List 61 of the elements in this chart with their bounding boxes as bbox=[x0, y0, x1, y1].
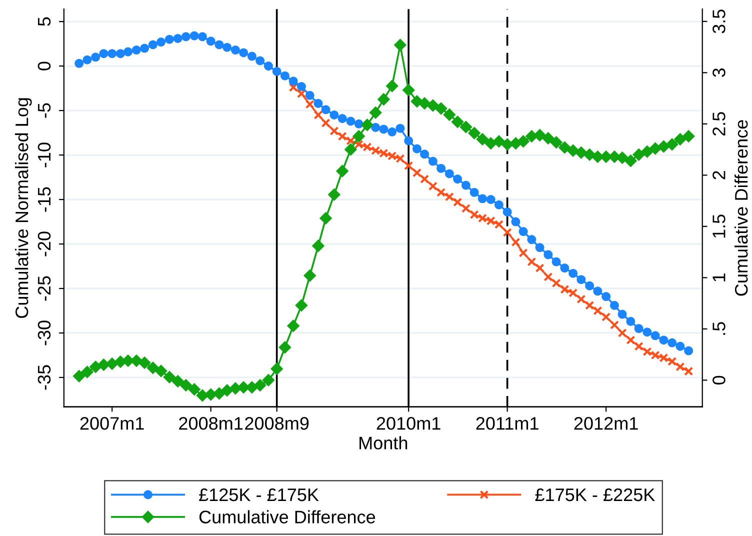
point bbox=[552, 278, 561, 288]
y2-tick-label: .5 bbox=[712, 322, 726, 335]
point bbox=[527, 257, 536, 266]
y-tick-label: -25 bbox=[38, 276, 51, 301]
y-tick-label: -20 bbox=[38, 232, 51, 256]
y-tick-label: -15 bbox=[38, 187, 51, 212]
point bbox=[428, 182, 438, 191]
y2-tick-label: 1.5 bbox=[712, 214, 726, 238]
point bbox=[296, 89, 306, 98]
point bbox=[610, 320, 619, 330]
point bbox=[314, 110, 323, 120]
point bbox=[412, 168, 422, 178]
x-tick-label: 2008m9 bbox=[245, 417, 309, 430]
y2-tick-label: 1 bbox=[712, 274, 726, 282]
y2-tick-label: 2.5 bbox=[712, 112, 726, 136]
x-tick-label: 2008m1 bbox=[179, 417, 243, 430]
point bbox=[288, 82, 298, 92]
y-tick-label: -30 bbox=[38, 320, 51, 346]
y-tick-label: -35 bbox=[38, 365, 51, 390]
x-tick-label: 2010m1 bbox=[376, 417, 440, 430]
point bbox=[305, 100, 314, 109]
point bbox=[544, 272, 553, 282]
point bbox=[634, 342, 644, 351]
y2-axis-title: Cumulative Difference bbox=[734, 120, 748, 296]
legend-label: Cumulative Difference bbox=[199, 510, 376, 524]
point bbox=[626, 336, 636, 345]
y2-tick-label: 0 bbox=[712, 376, 726, 384]
x-tick-label: 2012m1 bbox=[574, 417, 638, 430]
point bbox=[420, 174, 430, 184]
point bbox=[602, 312, 611, 322]
point bbox=[585, 300, 594, 310]
point bbox=[676, 362, 685, 372]
y2-tick-label: 3 bbox=[712, 68, 726, 77]
x-axis-title: Month bbox=[360, 436, 408, 450]
x-tick-label: 2011m1 bbox=[476, 417, 538, 430]
point bbox=[404, 161, 414, 170]
point bbox=[511, 238, 520, 247]
y2-tick-label: 2 bbox=[712, 171, 726, 180]
y-tick-label: -10 bbox=[38, 142, 51, 168]
point bbox=[453, 198, 462, 207]
legend-label: £175K - £225K bbox=[535, 488, 655, 502]
y-tick-label: 0 bbox=[38, 62, 51, 70]
point bbox=[444, 192, 454, 202]
point bbox=[576, 294, 586, 304]
point bbox=[618, 328, 627, 338]
point bbox=[321, 118, 330, 128]
point bbox=[330, 126, 339, 136]
point bbox=[518, 248, 528, 258]
y2-tick-label: 3.5 bbox=[712, 10, 726, 34]
y-tick-label: -5 bbox=[38, 103, 51, 118]
point bbox=[535, 264, 544, 273]
point bbox=[338, 132, 347, 141]
point bbox=[502, 228, 512, 237]
legend-label: £125K - £175K bbox=[199, 488, 319, 502]
point bbox=[684, 366, 694, 376]
x-tick-label: 2007m1 bbox=[80, 417, 144, 430]
point bbox=[461, 204, 470, 213]
point bbox=[593, 306, 602, 316]
y-axis-title: Cumulative Normalised Log bbox=[14, 98, 32, 318]
y-tick-label: 5 bbox=[38, 17, 51, 26]
point bbox=[436, 188, 446, 197]
